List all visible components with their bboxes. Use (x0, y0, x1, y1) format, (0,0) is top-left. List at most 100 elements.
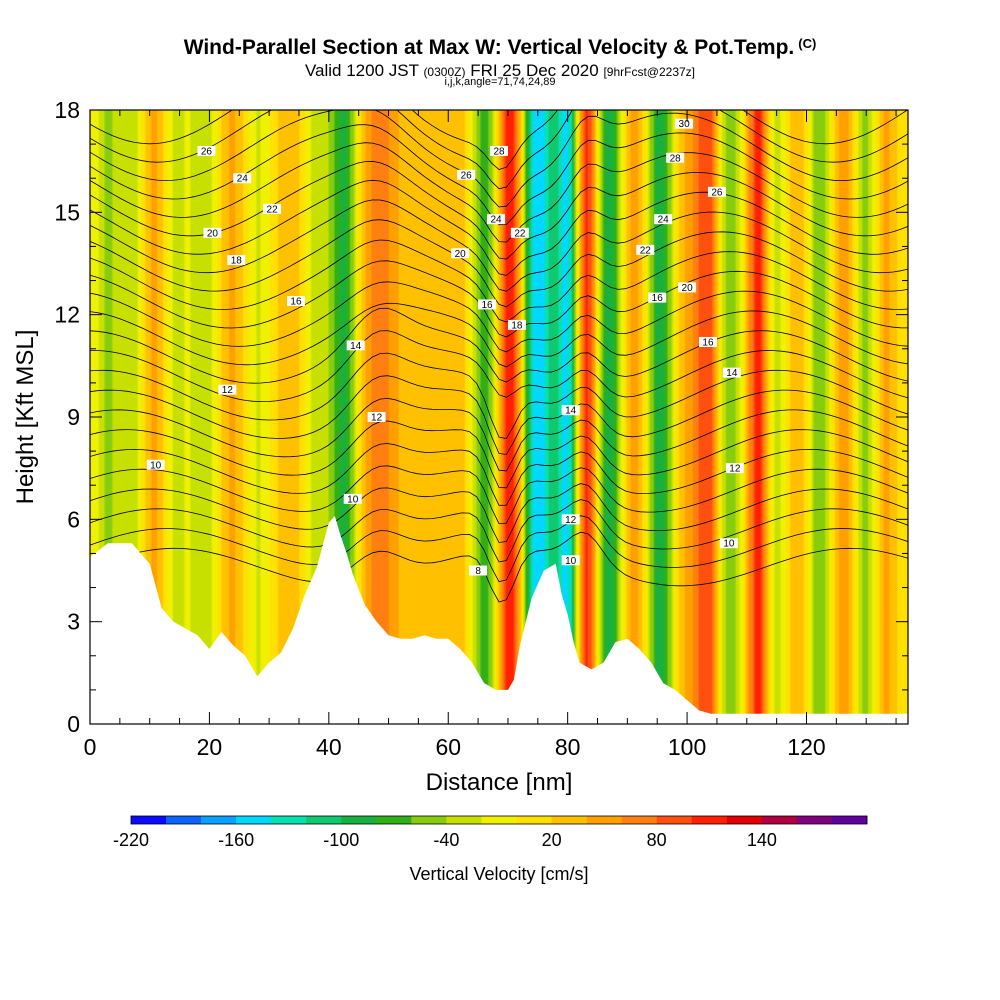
contour-label-bg (478, 299, 497, 310)
contour-label-bg (725, 463, 744, 474)
contour-label: 10 (723, 539, 735, 550)
contour-label: 16 (481, 300, 493, 311)
contour-label-bg (678, 282, 697, 293)
contour-label: 12 (729, 464, 741, 475)
theta-contour (90, 515, 908, 583)
theta-contour (90, 260, 908, 338)
colorbar-swatch (481, 816, 517, 824)
theta-contour (90, 330, 908, 403)
theta-contour (90, 160, 908, 260)
colorbar-swatch (621, 816, 658, 824)
theta-contour (90, 110, 908, 170)
theta-contour (90, 110, 908, 208)
contour-label: 16 (702, 337, 714, 348)
contour-label: 14 (565, 406, 577, 417)
contour-label: 20 (682, 283, 694, 294)
contour-label-bg (510, 227, 529, 238)
contour-label: 28 (670, 153, 682, 164)
theta-contour (90, 465, 908, 525)
contour-label: 28 (493, 146, 505, 157)
x-tick-label: 40 (316, 734, 342, 760)
colorbar-swatch (236, 816, 272, 824)
terrain-mask (90, 515, 908, 724)
contour-label: 20 (207, 228, 219, 239)
contour-label: 30 (679, 119, 691, 130)
colorbar-swatch (341, 816, 377, 824)
contour-label: 12 (222, 385, 234, 396)
theta-contour (90, 124, 908, 226)
contour-label-bg (346, 340, 365, 351)
colorbar-swatch (271, 816, 307, 824)
contour-label-bg (233, 173, 252, 184)
colorbar-swatch (691, 816, 728, 824)
x-tick-label: 20 (197, 734, 223, 760)
contour-label: 14 (726, 368, 738, 379)
chart-title: Wind-Parallel Section at Max W: Vertical… (183, 36, 817, 59)
vertical-velocity-field (90, 110, 908, 724)
contour-label: 26 (711, 187, 723, 198)
colorbar-swatch (726, 816, 763, 824)
theta-contour (90, 499, 908, 563)
contour-label-bg (636, 244, 655, 255)
x-tick-label: 120 (787, 734, 825, 760)
theta-contour (90, 302, 908, 368)
contour-label: 14 (350, 341, 362, 352)
contour-label-bg (561, 514, 580, 525)
potential-temperature-contours (90, 110, 908, 603)
colorbar-swatch (831, 816, 868, 824)
theta-contour (90, 397, 908, 472)
contour-labels: 10 10 8 10 12 10 12 12 12 14 14 14 16 16 16 16 18 18 20 20 2… (146, 118, 744, 577)
contour-label: 22 (267, 204, 279, 215)
contour-label: 16 (290, 297, 302, 308)
colorbar-swatch (516, 816, 552, 824)
colorbar-swatch (306, 816, 342, 824)
contour-label: 10 (565, 556, 577, 567)
contour-label: 20 (455, 249, 467, 260)
contour-label: 10 (347, 494, 359, 505)
contour-label-bg (722, 367, 741, 378)
contour-label-bg (218, 384, 237, 395)
theta-contour (90, 281, 908, 353)
contour-label-bg (203, 227, 222, 238)
theta-contour (90, 531, 908, 603)
chart-subtitle-indices: i,j,k,angle=71,74,24,89 (444, 76, 556, 88)
contour-label: 18 (231, 256, 243, 267)
theta-contour (90, 352, 908, 439)
contour-label-bg (654, 214, 673, 225)
contour-label-bg (367, 412, 386, 422)
theta-contour (90, 375, 908, 455)
colorbar-swatch (551, 816, 587, 824)
x-axis: 0 20 40 60 80 100 120 (84, 110, 897, 760)
colorbar-swatch (411, 816, 447, 824)
y-tick-label: 18 (54, 97, 80, 123)
y-tick-label: 6 (67, 506, 80, 532)
x-tick-label: 0 (84, 734, 97, 760)
contour-label: 22 (514, 228, 526, 239)
theta-contour (90, 199, 908, 292)
colorbar-swatch (761, 816, 798, 824)
contour-label-bg (648, 292, 667, 303)
theta-contour (90, 219, 908, 308)
theta-contour (90, 307, 908, 384)
theta-contour (90, 420, 908, 489)
theta-contour (90, 142, 908, 243)
colorbar-tick-label: 80 (647, 830, 667, 850)
colorbar-swatch (796, 816, 833, 824)
contour-label-bg (451, 248, 470, 259)
contour-label: 12 (371, 413, 383, 424)
contour-label-bg (666, 152, 685, 163)
y-tick-label: 9 (67, 404, 80, 430)
colorbar-tick-label: -100 (323, 830, 359, 850)
contour-label: 10 (150, 460, 162, 471)
contour-label-bg (469, 565, 488, 576)
colorbar-tick-label: -220 (113, 830, 149, 850)
colorbar-swatch (166, 816, 202, 824)
theta-contour (90, 483, 908, 543)
theta-contour (90, 443, 908, 506)
y-tick-label: 15 (54, 199, 80, 225)
y-tick-label: 0 (67, 711, 80, 737)
colorbar-swatch (131, 816, 167, 824)
contour-label-bg (561, 555, 580, 566)
chart-subtitle-valid-time: Valid 1200 JST (0300Z) FRI 25 Dec 2020 [… (304, 61, 696, 80)
